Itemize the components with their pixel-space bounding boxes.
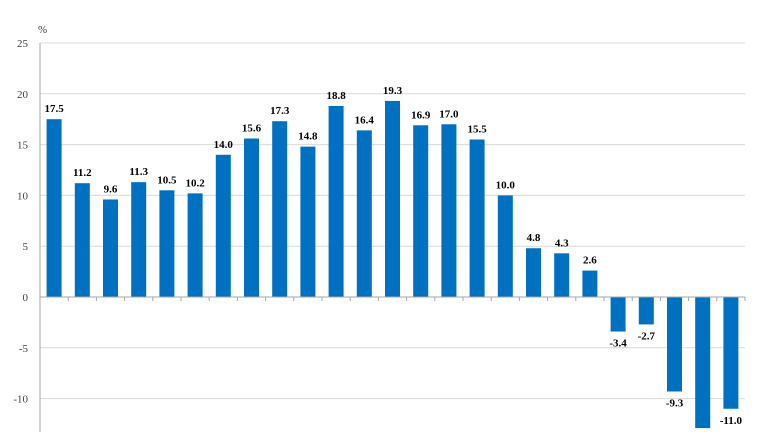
y-tick-label: 15 [17, 140, 29, 152]
data-label: -9.3 [666, 397, 684, 409]
data-label: 17.5 [44, 103, 64, 115]
y-tick-label: 5 [23, 241, 29, 253]
bar [187, 193, 203, 297]
bar [469, 139, 485, 297]
y-tick-label: 20 [17, 89, 29, 101]
data-label: 2.6 [583, 255, 597, 267]
data-label: 4.8 [527, 232, 541, 244]
bar [638, 297, 654, 325]
bar [441, 124, 457, 297]
x-axis [39, 296, 746, 301]
data-label: 18.8 [326, 90, 346, 102]
bar [300, 146, 316, 297]
bar [497, 195, 513, 297]
bar [272, 121, 288, 298]
bar [695, 297, 711, 429]
data-label: 16.9 [411, 109, 431, 121]
bar [159, 190, 175, 297]
data-label: 10.2 [185, 177, 205, 189]
data-label: 4.3 [555, 237, 569, 249]
bar [667, 297, 682, 392]
data-label: 11.3 [129, 166, 148, 178]
bar [103, 199, 118, 297]
bar [582, 270, 598, 297]
bar [215, 154, 231, 297]
y-axis-unit-label: % [38, 24, 47, 36]
data-label: 17.0 [439, 108, 459, 120]
data-label: 15.6 [242, 123, 262, 135]
bar [74, 183, 90, 297]
data-label: 15.5 [467, 124, 487, 136]
y-tick-label: -10 [13, 394, 28, 406]
data-label: 10.0 [496, 179, 516, 191]
data-label: 16.4 [355, 114, 375, 126]
data-label: 10.5 [157, 174, 177, 186]
bar [356, 130, 372, 297]
bar [46, 119, 62, 297]
data-label: 14.8 [298, 131, 318, 143]
data-labels: 17.5 11.2 9.6 11.3 10.5 10.2 14.0 15.6 17.3 14.8 1… [44, 85, 742, 427]
bar [526, 248, 541, 297]
bar [328, 105, 344, 297]
data-label: 9.6 [104, 183, 118, 195]
data-label: -3.4 [609, 338, 627, 350]
y-tick-label: -5 [19, 343, 29, 355]
data-label: -2.7 [638, 330, 656, 342]
data-label: 17.3 [270, 105, 290, 117]
y-tick-label: 25 [17, 38, 29, 50]
data-label: 11.2 [73, 167, 92, 179]
bar [131, 182, 147, 297]
data-label: 19.3 [383, 85, 403, 97]
data-label: 14.0 [214, 139, 234, 151]
bar [413, 125, 429, 298]
bar [723, 297, 739, 409]
bar [554, 253, 570, 297]
bar [610, 297, 626, 332]
bar [244, 138, 259, 297]
y-tick-label: 0 [23, 292, 29, 304]
bars [46, 100, 739, 429]
bar [385, 100, 400, 297]
y-tick-label: 10 [17, 190, 29, 202]
data-label: -11.0 [720, 415, 743, 427]
y-axis: 25 20 15 10 5 0 -5 -10 [13, 38, 41, 432]
